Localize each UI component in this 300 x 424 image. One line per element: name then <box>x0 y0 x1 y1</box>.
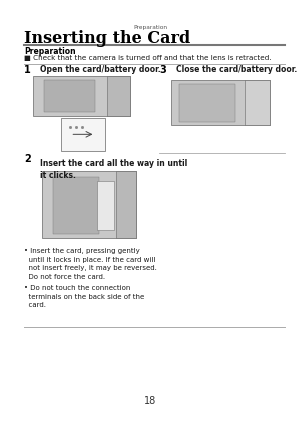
FancyBboxPatch shape <box>33 76 130 116</box>
FancyBboxPatch shape <box>107 76 130 116</box>
FancyBboxPatch shape <box>44 81 95 112</box>
Text: 3: 3 <box>159 65 166 75</box>
FancyBboxPatch shape <box>171 80 270 125</box>
Text: Close the card/battery door.: Close the card/battery door. <box>176 65 297 75</box>
Text: Inserting the Card: Inserting the Card <box>24 30 190 47</box>
FancyBboxPatch shape <box>41 171 136 238</box>
Text: Preparation: Preparation <box>24 47 76 56</box>
FancyBboxPatch shape <box>61 117 104 151</box>
Text: Insert the card all the way in until
it clicks.: Insert the card all the way in until it … <box>40 159 188 181</box>
Text: • Insert the card, pressing gently
  until it locks in place. If the card will
 : • Insert the card, pressing gently until… <box>24 248 157 279</box>
FancyBboxPatch shape <box>53 177 99 234</box>
Text: ■ Check that the camera is turned off and that the lens is retracted.: ■ Check that the camera is turned off an… <box>24 55 272 61</box>
Text: • Do not touch the connection
  terminals on the back side of the
  card.: • Do not touch the connection terminals … <box>24 285 144 308</box>
Text: 18: 18 <box>144 396 156 406</box>
Text: Preparation: Preparation <box>133 25 167 30</box>
Text: 2: 2 <box>24 154 31 164</box>
FancyBboxPatch shape <box>97 181 114 230</box>
Text: 1: 1 <box>24 65 31 75</box>
Text: Open the card/battery door.: Open the card/battery door. <box>40 65 161 75</box>
FancyBboxPatch shape <box>179 84 235 122</box>
FancyBboxPatch shape <box>116 171 136 238</box>
FancyBboxPatch shape <box>244 80 270 125</box>
